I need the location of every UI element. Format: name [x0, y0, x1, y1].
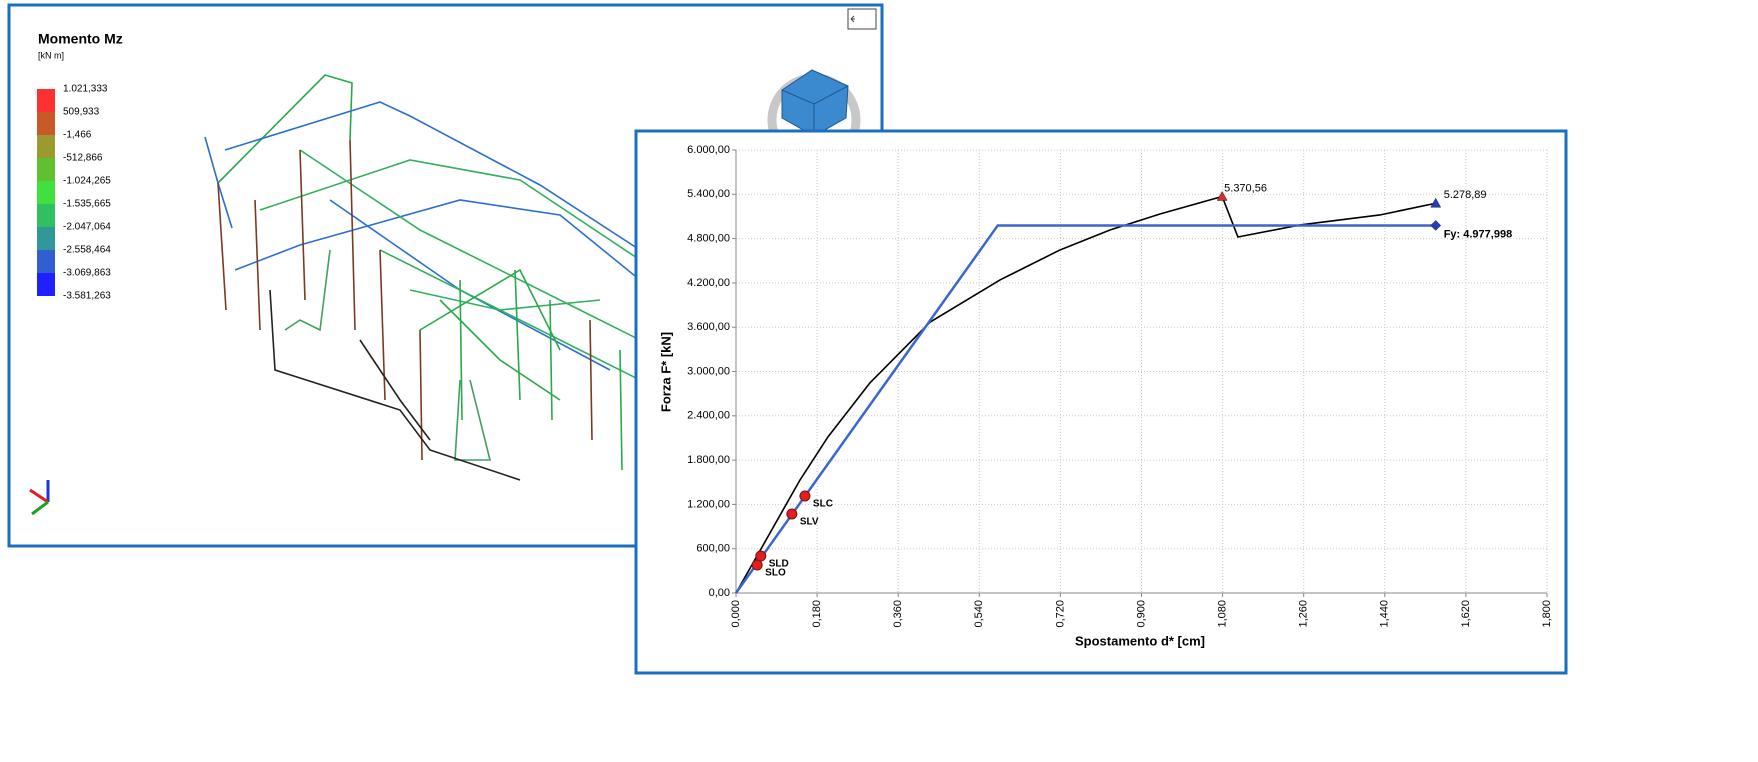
- column: [459, 279, 463, 421]
- limit-state-point: [799, 490, 811, 502]
- legend-label: -2.047,064: [63, 222, 111, 233]
- x-tick-label: 1,260: [1298, 600, 1310, 628]
- column: [254, 199, 261, 331]
- y-tick-label: 1.800,00: [687, 454, 730, 466]
- beam: [379, 249, 641, 381]
- legend-swatch: [37, 112, 55, 135]
- legend-swatch: [37, 204, 55, 227]
- limit-state-label: SLO: [765, 568, 786, 579]
- series-line: [735, 195, 1436, 594]
- x-tick-label: 0,180: [811, 600, 823, 628]
- y-tick-label: 3.600,00: [687, 321, 730, 333]
- legend-label: -1.024,265: [63, 176, 111, 187]
- annotation-label: 5.370,56: [1224, 182, 1267, 194]
- beam: [234, 199, 641, 281]
- legend-swatch: [37, 89, 55, 112]
- limit-state-point: [786, 508, 798, 520]
- limit-state-point: [755, 550, 767, 562]
- limit-state-label: SLC: [813, 499, 833, 510]
- column: [299, 149, 306, 301]
- diagram: [454, 379, 492, 461]
- legend-label: 509,933: [63, 107, 100, 118]
- axis-y: [31, 500, 49, 516]
- axis-x: [29, 488, 49, 504]
- beam: [299, 149, 641, 341]
- legend-label: -1.535,665: [63, 199, 111, 210]
- annotation-label: 5.278,89: [1444, 189, 1487, 201]
- x-tick-label: 0,360: [892, 600, 904, 628]
- limit-state-point: [751, 559, 763, 571]
- annotation-marker: [1430, 197, 1442, 208]
- legend-swatch: [37, 273, 55, 296]
- beam: [269, 289, 521, 481]
- legend-label: -1,466: [63, 130, 92, 141]
- legend: 1.021,333 509,933 -1,466 -512,866 -1.024,265…: [37, 84, 111, 302]
- legend-title: Momento Mz: [38, 31, 123, 47]
- legend-swatch: [37, 135, 55, 158]
- legend-swatch: [37, 227, 55, 250]
- beam: [409, 289, 601, 311]
- column: [514, 269, 521, 401]
- y-axis-title: Forza F* [kN]: [658, 332, 673, 412]
- legend-swatch: [37, 250, 55, 273]
- legend-swatch: [37, 181, 55, 204]
- limit-state-label: SLD: [769, 559, 789, 570]
- annotation-marker: [1216, 190, 1228, 201]
- column: [217, 182, 227, 311]
- maximize-icon: [850, 15, 855, 23]
- legend-label: 1.021,333: [63, 84, 108, 95]
- beam: [224, 101, 641, 251]
- chart-panel: [634, 129, 1568, 675]
- legend-label: -3.581,263: [63, 291, 111, 302]
- x-tick-label: 0,540: [973, 600, 985, 628]
- x-tick-label: 0,000: [730, 600, 742, 628]
- y-tick-label: 4.800,00: [687, 233, 730, 245]
- y-tick-label: 6.000,00: [687, 144, 730, 156]
- y-tick-label: 600,00: [696, 543, 730, 555]
- x-axis-title: Spostamento d* [cm]: [1075, 633, 1205, 648]
- beam: [419, 268, 561, 351]
- y-tick-label: 3.000,00: [687, 365, 730, 377]
- maximize-button[interactable]: [847, 8, 877, 30]
- plot: 0,00 600,00 1.200,00 1.800,00 2.400,00 3.000,…: [687, 144, 1553, 628]
- x-tick-label: 1,440: [1379, 600, 1391, 628]
- column: [619, 349, 623, 471]
- series-line: [734, 224, 1436, 594]
- x-tick-label: 0,900: [1135, 600, 1147, 628]
- y-tick-label: 1.200,00: [687, 498, 730, 510]
- annotation-marker: [1430, 220, 1442, 231]
- y-tick-label: 2.400,00: [687, 410, 730, 422]
- column: [349, 139, 356, 331]
- y-tick-label: 0,00: [709, 587, 730, 599]
- column: [549, 299, 553, 421]
- annotation-label: Fy: 4.977,998: [1444, 228, 1513, 240]
- x-tick-label: 1,800: [1541, 600, 1553, 628]
- beam: [259, 159, 641, 261]
- column: [589, 319, 593, 441]
- diagram: [284, 249, 331, 332]
- legend-label: -512,866: [63, 153, 103, 164]
- y-tick-label: 4.200,00: [687, 277, 730, 289]
- legend-label: -2.558,464: [63, 245, 111, 256]
- x-tick-label: 0,720: [1054, 600, 1066, 628]
- legend-label: -3.069,863: [63, 268, 111, 279]
- limit-state-label: SLV: [800, 517, 819, 528]
- y-tick-label: 5.400,00: [687, 188, 730, 200]
- legend-swatch: [37, 158, 55, 181]
- x-tick-label: 1,080: [1217, 600, 1229, 628]
- beam: [359, 339, 431, 441]
- wireframe: [204, 74, 641, 481]
- axis-triad: [29, 480, 50, 516]
- x-tick-label: 1,620: [1460, 600, 1472, 628]
- legend-unit: [kN m]: [38, 50, 64, 60]
